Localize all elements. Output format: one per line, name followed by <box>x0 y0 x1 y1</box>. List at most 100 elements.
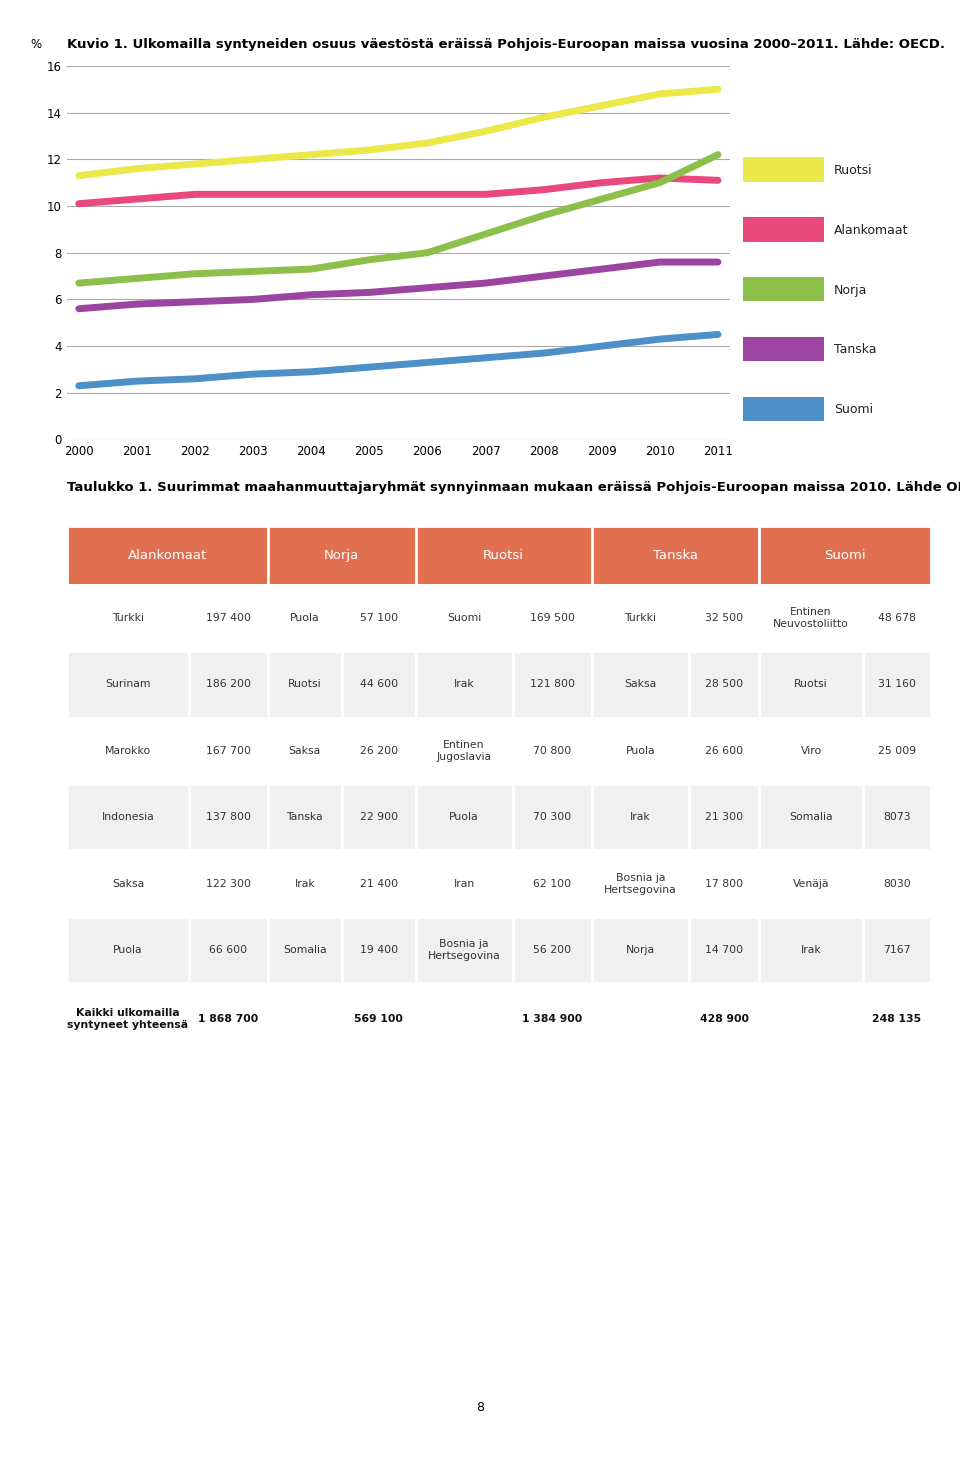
FancyBboxPatch shape <box>342 650 416 718</box>
FancyBboxPatch shape <box>513 718 592 784</box>
FancyBboxPatch shape <box>67 917 189 983</box>
Text: 21 400: 21 400 <box>360 879 397 889</box>
Text: 70 800: 70 800 <box>533 746 571 756</box>
Text: Entinen
Jugoslavia: Entinen Jugoslavia <box>437 740 492 762</box>
FancyBboxPatch shape <box>863 718 931 784</box>
Text: Somalia: Somalia <box>789 812 833 822</box>
Text: Taulukko 1. Suurimmat maahanmuuttajaryhmät synnyinmaan mukaan eräissä Pohjois-Eu: Taulukko 1. Suurimmat maahanmuuttajaryhm… <box>67 481 960 494</box>
FancyBboxPatch shape <box>342 585 416 650</box>
Text: Alankomaat: Alankomaat <box>128 549 207 563</box>
FancyBboxPatch shape <box>416 917 513 983</box>
Text: Entinen
Neuvostoliitto: Entinen Neuvostoliitto <box>773 607 849 628</box>
FancyBboxPatch shape <box>689 718 759 784</box>
Text: Indonesia: Indonesia <box>102 812 155 822</box>
FancyBboxPatch shape <box>268 718 342 784</box>
FancyBboxPatch shape <box>743 397 824 420</box>
Text: 70 300: 70 300 <box>533 812 571 822</box>
Text: 248 135: 248 135 <box>873 1014 922 1024</box>
FancyBboxPatch shape <box>863 851 931 917</box>
Text: 44 600: 44 600 <box>360 680 397 690</box>
FancyBboxPatch shape <box>592 784 689 851</box>
FancyBboxPatch shape <box>689 983 759 1055</box>
Text: Turkki: Turkki <box>625 612 657 623</box>
Text: %: % <box>31 38 42 51</box>
Text: 14 700: 14 700 <box>706 945 743 955</box>
FancyBboxPatch shape <box>689 851 759 917</box>
Text: Norja: Norja <box>834 284 868 296</box>
Text: Viro: Viro <box>801 746 822 756</box>
FancyBboxPatch shape <box>189 917 268 983</box>
FancyBboxPatch shape <box>268 851 342 917</box>
FancyBboxPatch shape <box>743 337 824 360</box>
FancyBboxPatch shape <box>689 650 759 718</box>
Text: Ruotsi: Ruotsi <box>288 680 322 690</box>
Text: Puola: Puola <box>290 612 320 623</box>
FancyBboxPatch shape <box>416 983 513 1055</box>
Text: 137 800: 137 800 <box>205 812 251 822</box>
FancyBboxPatch shape <box>743 157 824 182</box>
FancyBboxPatch shape <box>759 851 863 917</box>
Text: 17 800: 17 800 <box>706 879 743 889</box>
Text: 8073: 8073 <box>883 812 911 822</box>
Text: Kuvio 1. Ulkomailla syntyneiden osuus väestöstä eräissä Pohjois-Euroopan maissa : Kuvio 1. Ulkomailla syntyneiden osuus vä… <box>67 38 946 51</box>
FancyBboxPatch shape <box>268 585 342 650</box>
Text: 19 400: 19 400 <box>360 945 397 955</box>
Text: Marokko: Marokko <box>105 746 151 756</box>
FancyBboxPatch shape <box>416 650 513 718</box>
Text: Suomi: Suomi <box>447 612 481 623</box>
Text: Surinam: Surinam <box>106 680 151 690</box>
FancyBboxPatch shape <box>67 585 189 650</box>
FancyBboxPatch shape <box>863 585 931 650</box>
FancyBboxPatch shape <box>342 851 416 917</box>
FancyBboxPatch shape <box>268 917 342 983</box>
FancyBboxPatch shape <box>592 650 689 718</box>
Text: Suomi: Suomi <box>834 403 874 416</box>
FancyBboxPatch shape <box>189 650 268 718</box>
Text: Tanska: Tanska <box>834 343 876 356</box>
Text: 569 100: 569 100 <box>354 1014 403 1024</box>
FancyBboxPatch shape <box>268 784 342 851</box>
Text: 31 160: 31 160 <box>878 680 916 690</box>
Text: 48 678: 48 678 <box>878 612 916 623</box>
Text: 21 300: 21 300 <box>706 812 743 822</box>
FancyBboxPatch shape <box>689 917 759 983</box>
Text: Saksa: Saksa <box>289 746 321 756</box>
Text: Irak: Irak <box>295 879 315 889</box>
FancyBboxPatch shape <box>268 650 342 718</box>
FancyBboxPatch shape <box>863 650 931 718</box>
Text: Kaikki ulkomailla
syntyneet yhteensä: Kaikki ulkomailla syntyneet yhteensä <box>67 1008 188 1030</box>
Text: 25 009: 25 009 <box>878 746 916 756</box>
FancyBboxPatch shape <box>592 585 689 650</box>
FancyBboxPatch shape <box>689 585 759 650</box>
FancyBboxPatch shape <box>863 983 931 1055</box>
FancyBboxPatch shape <box>743 217 824 242</box>
FancyBboxPatch shape <box>592 917 689 983</box>
Text: 8030: 8030 <box>883 879 911 889</box>
FancyBboxPatch shape <box>67 851 189 917</box>
Text: 122 300: 122 300 <box>205 879 251 889</box>
FancyBboxPatch shape <box>416 784 513 851</box>
FancyBboxPatch shape <box>189 784 268 851</box>
Text: 186 200: 186 200 <box>205 680 251 690</box>
FancyBboxPatch shape <box>189 983 268 1055</box>
Text: Iran: Iran <box>453 879 475 889</box>
Text: Suomi: Suomi <box>825 549 866 563</box>
FancyBboxPatch shape <box>592 983 689 1055</box>
Text: Bosnia ja
Hertsegovina: Bosnia ja Hertsegovina <box>428 939 500 961</box>
Text: Ruotsi: Ruotsi <box>483 549 524 563</box>
Text: Tanska: Tanska <box>653 549 698 563</box>
Text: Alankomaat: Alankomaat <box>834 224 909 237</box>
Text: Norja: Norja <box>324 549 359 563</box>
FancyBboxPatch shape <box>513 650 592 718</box>
Text: Somalia: Somalia <box>283 945 326 955</box>
Text: 1 868 700: 1 868 700 <box>198 1014 258 1024</box>
Text: Norja: Norja <box>626 945 655 955</box>
FancyBboxPatch shape <box>759 585 863 650</box>
FancyBboxPatch shape <box>759 917 863 983</box>
FancyBboxPatch shape <box>67 983 189 1055</box>
FancyBboxPatch shape <box>863 917 931 983</box>
FancyBboxPatch shape <box>189 718 268 784</box>
Text: Puola: Puola <box>113 945 143 955</box>
FancyBboxPatch shape <box>67 784 189 851</box>
Text: 62 100: 62 100 <box>533 879 571 889</box>
